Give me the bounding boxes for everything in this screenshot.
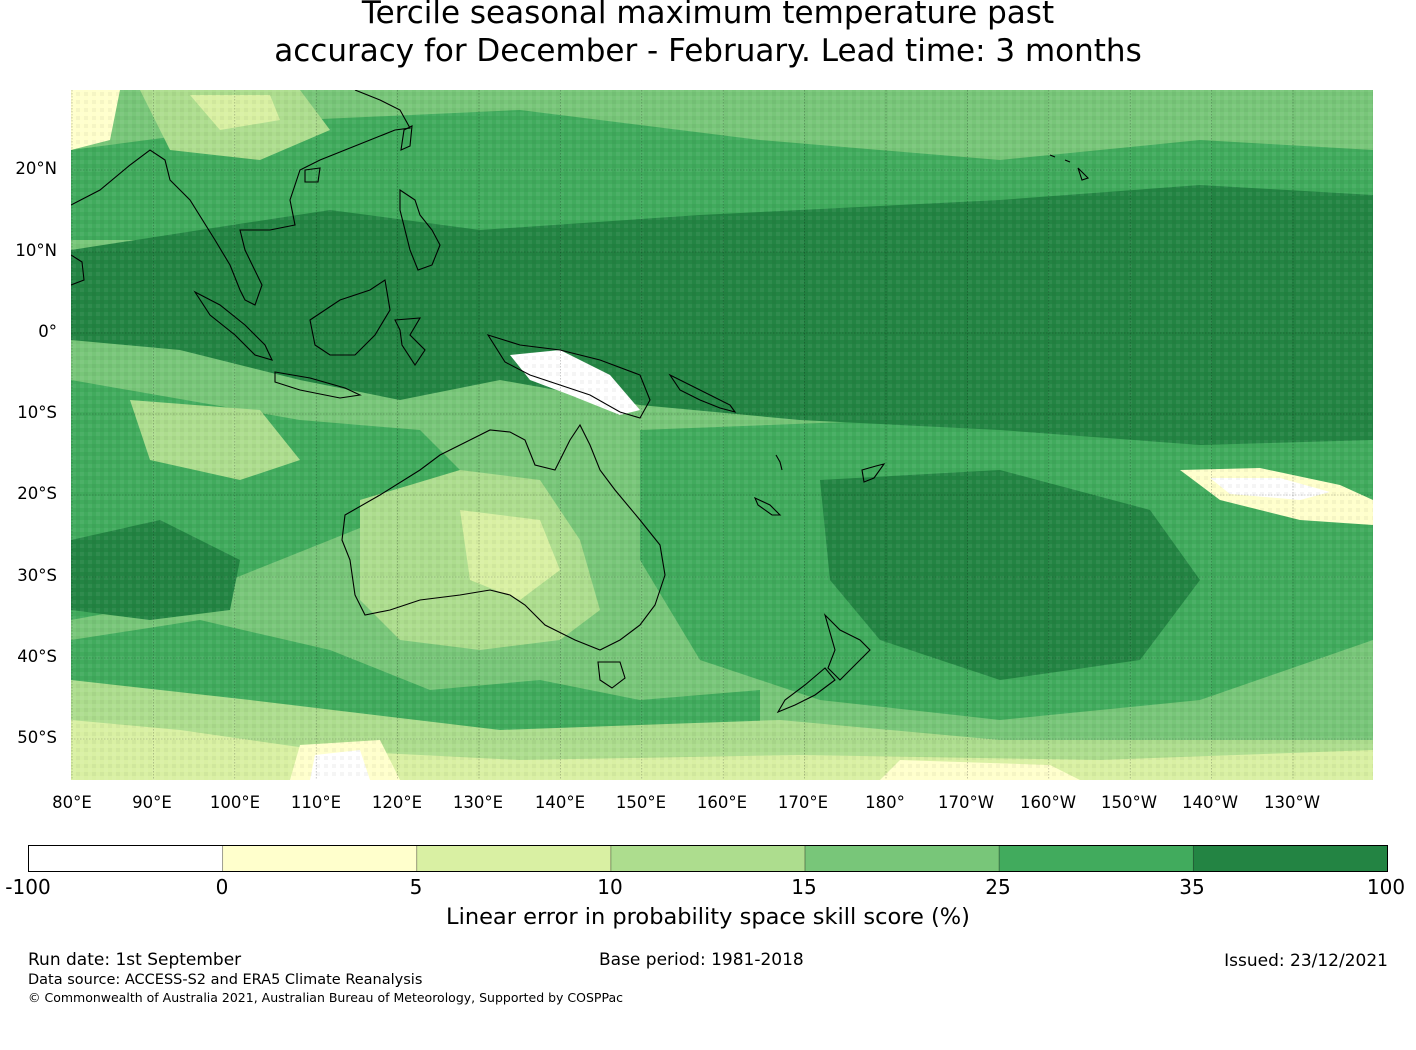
colorbar-label-0: 0 [215, 875, 229, 899]
colorbar-swatch-2 [416, 845, 612, 872]
run-date: Run date: 1st September [28, 950, 242, 970]
hawaii-coastline [1049, 154, 1090, 181]
lon-tick-140e: 140°E [534, 793, 586, 812]
lat-tick-20n: 20°N [15, 159, 57, 178]
coastlines [71, 90, 1090, 714]
sri-lanka-coastline [71, 254, 85, 286]
graticule [71, 90, 1373, 780]
base-period: Base period: 1981-2018 [599, 950, 804, 970]
lon-tick-140w: 140°W [1181, 793, 1239, 812]
colorbar-label-5: 5 [409, 875, 423, 899]
map-title-line-2: accuracy for December - February. Lead t… [274, 33, 1142, 69]
lon-tick-160e: 160°E [696, 793, 748, 812]
vanuatu-coastline [775, 454, 783, 471]
colorbar-swatch-0 [28, 845, 224, 872]
australia-coastline [341, 423, 666, 651]
borneo-coastline [309, 279, 391, 356]
issued-date: Issued: 23/12/2021 [1224, 951, 1388, 971]
colorbar-swatch-5 [998, 845, 1194, 872]
lat-tick-10n: 10°N [15, 241, 57, 260]
colorbar-label-15: 15 [791, 875, 817, 899]
lon-tick-150w: 150°W [1100, 793, 1158, 812]
skill-score-map [71, 90, 1373, 780]
colorbar-label-25: 25 [985, 875, 1011, 899]
lon-tick-90e: 90°E [132, 793, 172, 812]
lon-tick-120e: 120°E [371, 793, 423, 812]
colorbar-swatch-3 [610, 845, 806, 872]
fiji-coastline [861, 463, 886, 483]
lon-tick-160w: 160°W [1019, 793, 1077, 812]
lat-tick-50s: 50°S [17, 728, 57, 747]
hainan-coastline [304, 167, 321, 183]
java-coastline [274, 371, 362, 399]
solomon-coastline [668, 373, 737, 413]
colorbar-swatch-1 [222, 845, 418, 872]
tasmania-coastline [597, 661, 626, 689]
lon-tick-130w: 130°W [1263, 793, 1321, 812]
new-guinea-coastline [486, 334, 651, 419]
southeast-asia-coastline [71, 90, 411, 306]
taiwan-coastline [400, 125, 413, 151]
lon-tick-180: 180° [865, 793, 905, 812]
copyright: © Commonwealth of Australia 2021, Austra… [28, 990, 623, 1005]
lat-tick-0: 0° [38, 322, 57, 341]
sulawesi-coastline [394, 317, 426, 367]
map-title: Tercile seasonal maximum temperature pas… [0, 0, 1416, 70]
colorbar-swatch-4 [804, 845, 1000, 872]
colorbar-label-35: 35 [1179, 875, 1205, 899]
map-texture [71, 90, 1373, 780]
lat-tick-40s: 40°S [17, 647, 57, 666]
lon-tick-170e: 170°E [777, 793, 829, 812]
colorbar-frame [28, 845, 1388, 872]
new-caledonia-coastline [753, 496, 782, 516]
lat-tick-30s: 30°S [17, 566, 57, 585]
data-source: Data source: ACCESS-S2 and ERA5 Climate … [28, 972, 423, 988]
colorbar [28, 845, 1388, 872]
lat-tick-10s: 10°S [17, 403, 57, 422]
philippines-coastline [399, 188, 441, 271]
new-zealand-south-coastline [776, 667, 836, 714]
sumatra-coastline [193, 290, 274, 361]
lon-tick-100e: 100°E [209, 793, 261, 812]
lon-tick-130e: 130°E [452, 793, 504, 812]
lon-tick-150e: 150°E [615, 793, 667, 812]
map-title-line-1: Tercile seasonal maximum temperature pas… [361, 0, 1055, 31]
lon-tick-80e: 80°E [52, 793, 92, 812]
lon-tick-170w: 170°W [937, 793, 995, 812]
colorbar-title: Linear error in probability space skill … [446, 904, 970, 930]
colorbar-label-10: 10 [597, 875, 623, 899]
lat-tick-20s: 20°S [17, 484, 57, 503]
colorbar-label-minus100: -100 [5, 875, 51, 899]
colorbar-swatch-6 [1192, 845, 1388, 872]
colorbar-label-100: 100 [1366, 875, 1406, 899]
new-zealand-north-coastline [823, 613, 871, 681]
lon-tick-110e: 110°E [290, 793, 342, 812]
